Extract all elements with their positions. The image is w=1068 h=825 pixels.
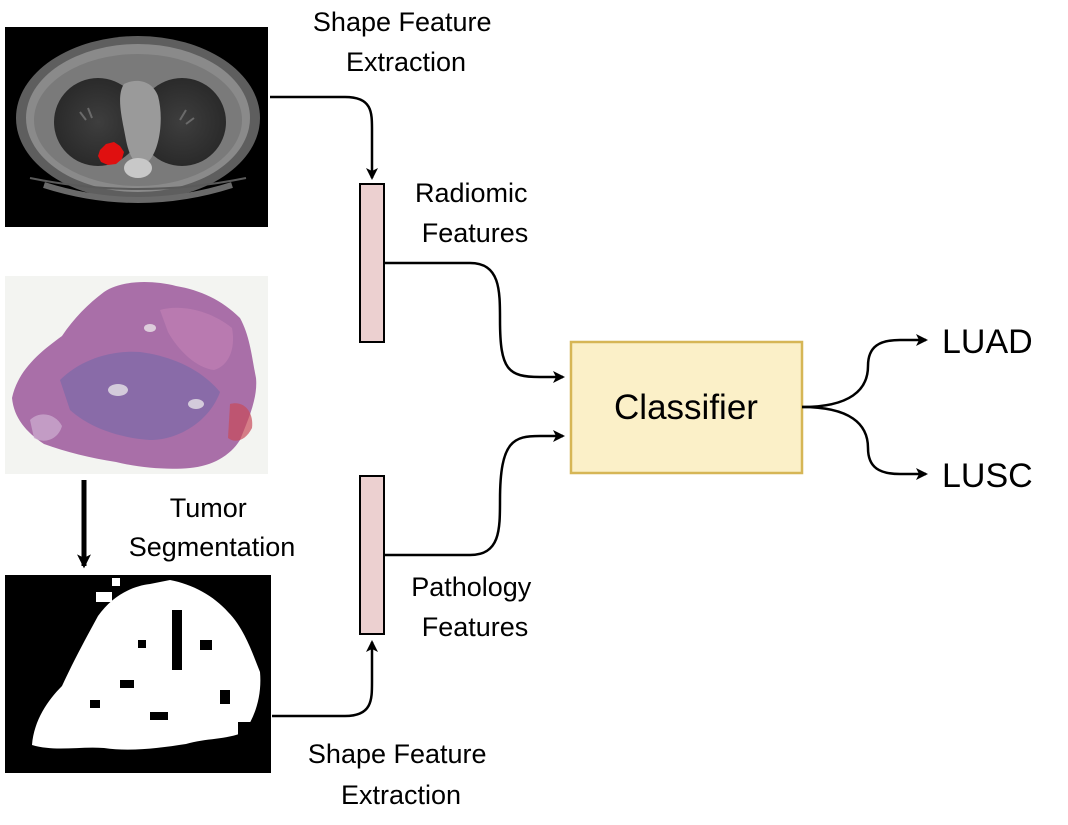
- radiomic-feature-bar: [359, 183, 385, 343]
- ct-to-radiomic-arrow: [270, 95, 378, 180]
- shape-feature-bottom-label: Shape Feature Extraction: [308, 739, 494, 810]
- radiomic-to-classifier-arrow: [384, 261, 565, 383]
- pathology-feature-bar: [359, 475, 385, 635]
- output-lusc: LUSC: [942, 457, 1033, 495]
- classifier-label: Classifier: [614, 388, 758, 427]
- shape-feature-top-label: Shape Feature Extraction: [313, 7, 499, 77]
- histology-slide-image: [5, 276, 268, 474]
- radiomic-features-label: Radiomic Features: [415, 178, 535, 248]
- classifier-to-lusc-arrow: [801, 405, 928, 480]
- tumor-segmentation-label: Tumor Segmentation: [129, 493, 296, 562]
- classifier-box: [569, 340, 804, 475]
- pathology-features-label: Pathology Features: [411, 572, 539, 642]
- mask-to-pathology-arrow: [272, 640, 378, 718]
- ct-scan-image: [5, 27, 268, 227]
- tumor-mask-image: [5, 575, 271, 773]
- pathology-to-classifier-arrow: [384, 430, 565, 557]
- output-luad: LUAD: [942, 323, 1033, 361]
- ct-tumor-region: [98, 142, 124, 165]
- classifier-to-luad-arrow: [801, 334, 928, 409]
